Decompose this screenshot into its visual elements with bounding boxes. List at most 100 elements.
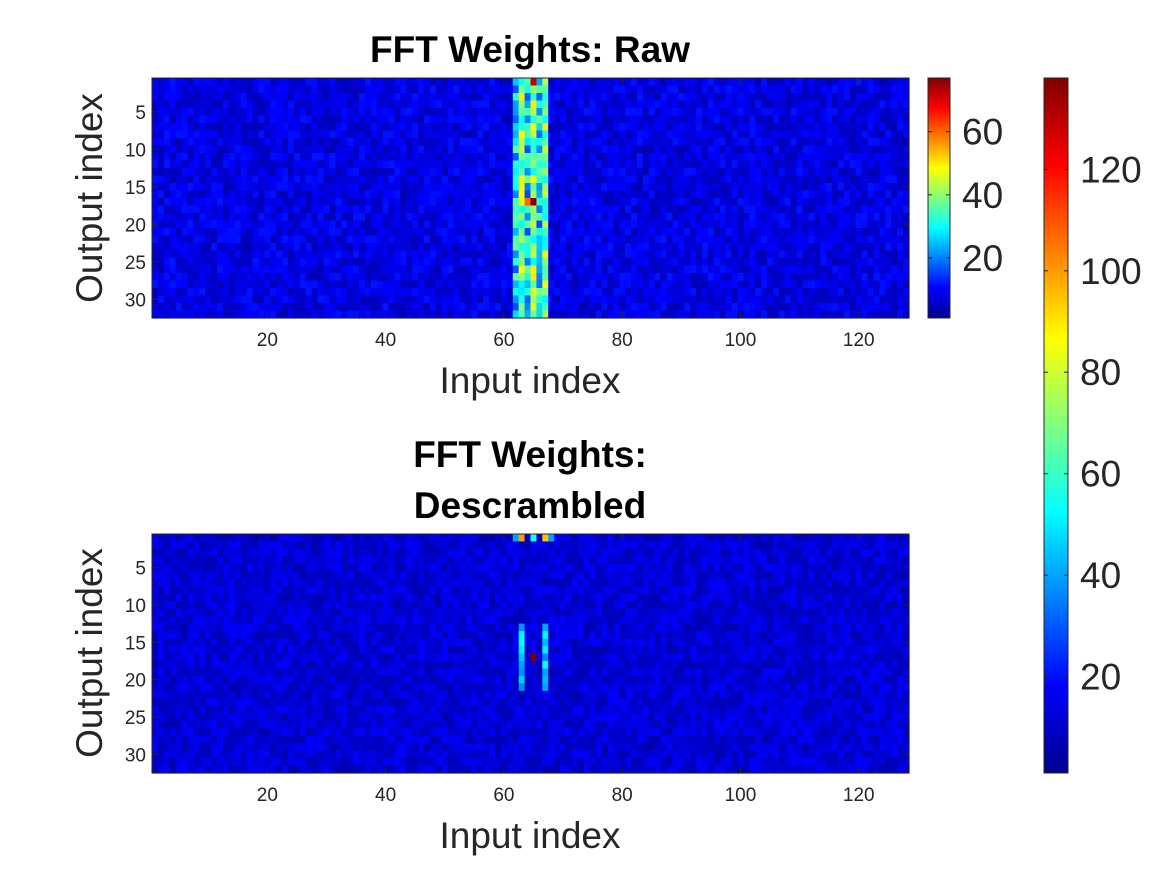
heatmap-cell	[294, 131, 301, 139]
heatmap-cell	[702, 198, 709, 206]
heatmap-cell	[513, 146, 520, 154]
heatmap-cell	[335, 288, 342, 296]
heatmap-cell	[773, 168, 780, 176]
heatmap-cell	[406, 251, 413, 259]
heatmap-cell	[389, 311, 396, 319]
heatmap-cell	[187, 116, 194, 124]
heatmap-cell	[791, 228, 798, 236]
heatmap-cell	[347, 86, 354, 94]
heatmap-raw-ylabel: Output index	[69, 93, 110, 303]
heatmap-cell	[312, 153, 319, 161]
heatmap-cell	[294, 236, 301, 244]
heatmap-cell	[554, 146, 561, 154]
heatmap-cell	[235, 266, 242, 274]
heatmap-cell	[785, 168, 792, 176]
heatmap-cell	[578, 579, 585, 587]
heatmap-cell	[536, 221, 543, 229]
heatmap-cell	[625, 564, 632, 572]
heatmap-cell	[460, 296, 467, 304]
heatmap-cell	[838, 176, 845, 184]
heatmap-cell	[205, 579, 212, 587]
heatmap-cell	[678, 541, 685, 549]
heatmap-cell	[264, 228, 271, 236]
heatmap-cell	[862, 303, 869, 311]
heatmap-cell	[672, 571, 679, 579]
heatmap-cell	[276, 258, 283, 266]
heatmap-cell	[572, 123, 579, 131]
heatmap-cell	[885, 243, 892, 251]
heatmap-cell	[158, 206, 165, 214]
heatmap-cell	[791, 146, 798, 154]
heatmap-cell	[737, 183, 744, 191]
heatmap-cell	[708, 101, 715, 109]
heatmap-cell	[400, 101, 407, 109]
heatmap-cell	[158, 288, 165, 296]
heatmap-cell	[702, 213, 709, 221]
heatmap-cell	[838, 221, 845, 229]
heatmap-cell	[885, 93, 892, 101]
heatmap-cell	[808, 131, 815, 139]
heatmap-cell	[690, 116, 697, 124]
heatmap-cell	[655, 93, 662, 101]
heatmap-cell	[714, 236, 721, 244]
heatmap-cell	[436, 236, 443, 244]
heatmap-cell	[714, 176, 721, 184]
heatmap-cell	[507, 138, 514, 146]
heatmap-cell	[365, 243, 372, 251]
heatmap-cell	[229, 571, 236, 579]
heatmap-cell	[513, 258, 520, 266]
heatmap-cell	[235, 206, 242, 214]
heatmap-cell	[874, 556, 881, 564]
heatmap-cell	[737, 549, 744, 557]
heatmap-cell	[803, 556, 810, 564]
heatmap-cell	[247, 191, 254, 199]
heatmap-cell	[513, 228, 520, 236]
heatmap-cell	[578, 236, 585, 244]
heatmap-cell	[412, 236, 419, 244]
heatmap-cell	[879, 146, 886, 154]
heatmap-cell	[838, 258, 845, 266]
heatmap-cell	[856, 296, 863, 304]
heatmap-cell	[264, 273, 271, 281]
heatmap-cell	[465, 541, 472, 549]
heatmap-cell	[270, 541, 277, 549]
heatmap-cell	[258, 296, 265, 304]
heatmap-cell	[779, 191, 786, 199]
heatmap-cell	[324, 251, 331, 259]
heatmap-cell	[389, 571, 396, 579]
heatmap-cell	[808, 564, 815, 572]
heatmap-cell	[596, 206, 603, 214]
heatmap-cell	[879, 549, 886, 557]
heatmap-cell	[477, 556, 484, 564]
heatmap-cell	[631, 183, 638, 191]
heatmap-cell	[454, 86, 461, 94]
heatmap-cell	[773, 236, 780, 244]
heatmap-cell	[193, 296, 200, 304]
heatmap-cell	[318, 131, 325, 139]
heatmap-cell	[578, 206, 585, 214]
heatmap-cell	[483, 236, 490, 244]
heatmap-cell	[879, 303, 886, 311]
heatmap-cell	[696, 191, 703, 199]
heatmap-cell	[672, 86, 679, 94]
heatmap-cell	[495, 541, 502, 549]
heatmap-cell	[170, 251, 177, 259]
heatmap-cell	[371, 183, 378, 191]
heatmap-cell	[501, 206, 508, 214]
heatmap-cell	[371, 228, 378, 236]
heatmap-cell	[714, 311, 721, 319]
heatmap-cell	[607, 108, 614, 116]
heatmap-cell	[264, 93, 271, 101]
heatmap-cell	[501, 296, 508, 304]
heatmap-cell	[566, 266, 573, 274]
heatmap-cell	[371, 101, 378, 109]
heatmap-cell	[400, 153, 407, 161]
heatmap-cell	[253, 228, 260, 236]
heatmap-cell	[394, 311, 401, 319]
heatmap-cell	[501, 571, 508, 579]
heatmap-cell	[525, 221, 532, 229]
heatmap-cell	[525, 168, 532, 176]
heatmap-cell	[495, 251, 502, 259]
heatmap-cell	[732, 556, 739, 564]
heatmap-cell	[477, 108, 484, 116]
